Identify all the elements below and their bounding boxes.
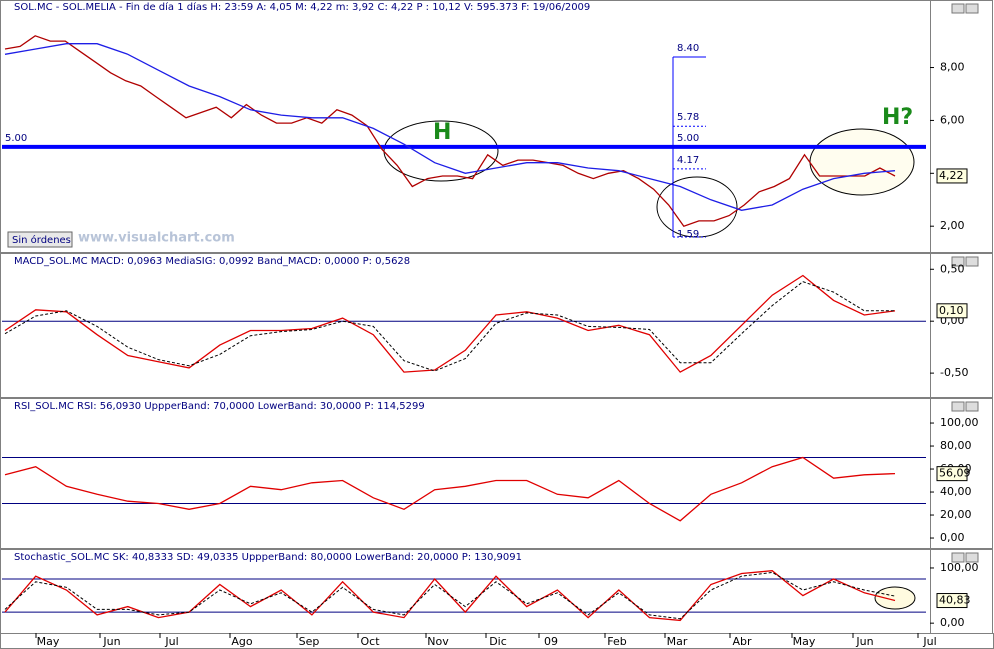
panel-title: MACD_SOL.MC MACD: 0,0963 MediaSIG: 0,099… [14,256,410,267]
x-tick-label: Dic [489,635,507,648]
x-tick-label: Jun [102,635,120,648]
series-line [4,570,896,622]
button [965,401,979,412]
pattern-label: H? [882,105,913,130]
series-line [4,35,896,227]
y-tick-label: 0,50 [940,262,965,275]
button [951,3,965,14]
x-tick-label: 09 [544,635,558,648]
annotation-label: 4.17 [677,155,699,166]
x-tick-label: Oct [360,635,380,648]
x-tick-label: May [793,635,816,648]
series-line [4,43,896,211]
x-tick-label: Jul [922,635,936,648]
watermark: www.visualchart.com [78,231,235,246]
last-value: 0,10 [939,304,964,317]
ellipse [874,586,916,610]
annotation-label: 5.00 [677,133,699,144]
series-line [4,281,895,372]
x-tick-label: Sep [299,635,320,648]
axis-panel [930,253,993,398]
last-value: 56,09 [939,467,971,480]
annotation-label: 1.59 [677,229,699,240]
y-tick-label: 8,00 [940,61,965,74]
y-tick-label: 0,00 [940,531,965,544]
panel-title: RSI_SOL.MC RSI: 56,0930 UppperBand: 70,0… [14,401,425,412]
button [965,3,979,14]
button [965,256,979,267]
annotation-label: 5.78 [677,112,699,123]
x-tick-label: Jun [855,635,873,648]
x-tick-label: Nov [427,635,449,648]
ellipse [809,128,915,196]
button [965,552,979,563]
x-tick-label: Feb [607,635,626,648]
last-value-box [936,168,968,184]
last-value-box [936,593,968,609]
x-tick-label: Mar [667,635,688,648]
series-line [4,571,896,620]
pattern-label: H [433,120,451,145]
last-value-box [936,466,968,482]
series-line [4,274,896,373]
x-tick-label: Jul [164,635,178,648]
y-tick-label: 20,00 [940,508,972,521]
panel-title: Stochastic_SOL.MC SK: 40,8333 SD: 49,033… [14,552,522,563]
x-tick-label: Ago [231,635,253,648]
status-box[interactable] [7,231,73,248]
button [951,401,965,412]
series-line [4,456,896,522]
y-tick-label: 40,00 [940,485,972,498]
button [951,552,965,563]
last-value: 40,83 [939,594,971,607]
y-tick-label: 80,00 [940,439,972,452]
y-tick-label: 100,00 [940,416,979,429]
header: SOL.MC - SOL.MELIA - Fin de día 1 días H… [14,1,590,13]
h-line-label: 5.00 [5,133,27,144]
y-tick-label: -0,50 [940,366,968,379]
button [951,256,965,267]
axis-panel [930,0,993,253]
status[interactable]: Sin órdenes [12,234,71,246]
x-tick-label: May [37,635,60,648]
y-tick-label: 100,00 [940,561,979,574]
last-value: 4,22 [939,169,964,182]
y-tick-label: 2,00 [940,219,965,232]
x-tick-label: Abr [732,635,752,648]
y-tick-label: 6,00 [940,113,965,126]
y-tick-label: 0,00 [940,616,965,629]
annotation-label: 8.40 [677,43,699,54]
axis-panel [930,549,993,634]
last-value-box [936,303,968,319]
